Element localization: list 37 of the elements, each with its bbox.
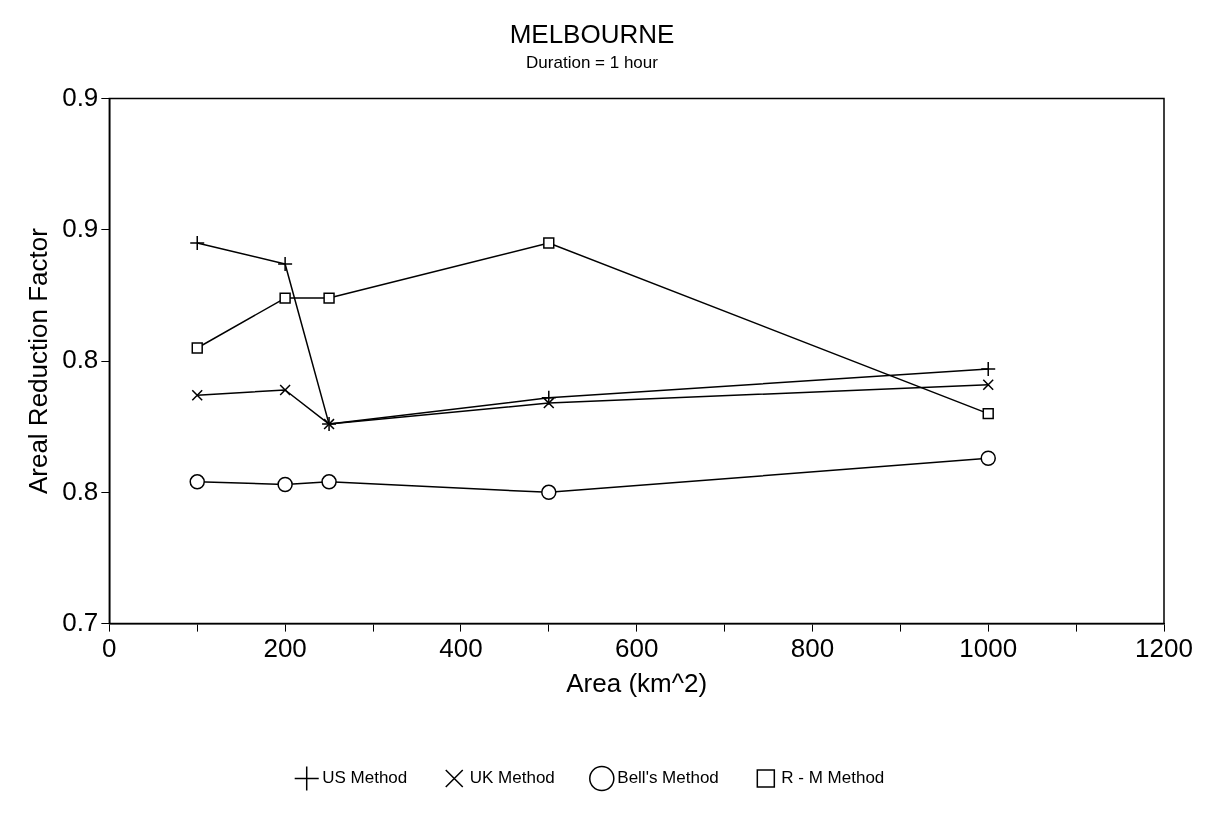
point xyxy=(323,292,335,304)
point xyxy=(541,484,557,501)
point xyxy=(982,379,994,391)
legend-label: R - M Method xyxy=(781,768,885,788)
y-tick-label: 0.9 xyxy=(62,81,99,112)
x-tick-label: 1200 xyxy=(1135,633,1193,664)
point xyxy=(543,237,555,249)
point xyxy=(279,384,291,396)
x-tick-label: 400 xyxy=(439,633,483,664)
point xyxy=(980,361,996,377)
chart-title: MELBOURNE xyxy=(509,18,675,49)
x-axis-title: Area (km^2) xyxy=(566,667,708,698)
point xyxy=(189,235,205,251)
point xyxy=(541,390,557,406)
x-tick-label: 200 xyxy=(263,633,307,664)
y-tick-label: 0.9 xyxy=(62,213,99,244)
x-tick-label: 1000 xyxy=(959,633,1018,664)
y-axis-title: Areal Reduction Factor xyxy=(22,227,53,495)
x-tick-label: 0 xyxy=(102,633,117,664)
point xyxy=(279,292,291,304)
y-tick-label: 0.8 xyxy=(62,344,99,375)
point xyxy=(980,450,996,466)
point xyxy=(191,342,203,354)
point xyxy=(321,474,337,490)
legend-label: UK Method xyxy=(469,768,555,788)
legend-label: Bell's Method xyxy=(617,768,719,788)
x-tick-label: 600 xyxy=(614,633,659,664)
point xyxy=(277,256,293,272)
y-tick-label: 0.8 xyxy=(62,475,99,506)
point xyxy=(277,476,293,493)
y-tick-label: 0.7 xyxy=(62,606,99,637)
legend-label: US Method xyxy=(322,768,408,788)
point xyxy=(189,474,205,490)
point xyxy=(982,407,994,420)
x-tick-label: 800 xyxy=(790,633,835,664)
point xyxy=(191,389,203,401)
chart-subtitle: Duration = 1 hour xyxy=(526,53,659,73)
